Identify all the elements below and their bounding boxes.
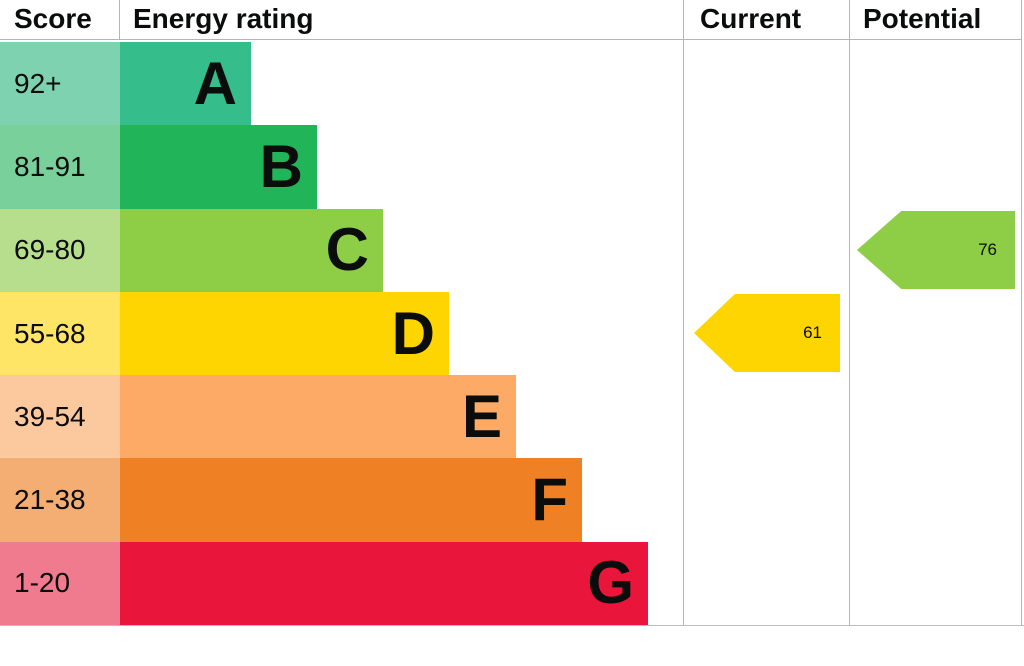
band-letter: F [531,466,568,534]
band-bar: G [120,541,648,626]
band-bar: D [120,291,449,376]
band-rows: 92+ A 81-91 B 69-80 C 55-68 D 39-54 E 21… [0,42,683,626]
band-letter: C [325,216,369,284]
potential-column-right-border [1021,0,1022,625]
band-letter: D [391,299,435,367]
band-score: 69-80 [0,208,120,292]
potential-value: 76 [978,240,997,259]
chart-bottom-border [0,625,1024,626]
band-bar: C [120,208,383,292]
chart-header: Score Energy rating Current Potential [0,0,1022,40]
potential-header: Potential [863,3,982,34]
current-marker: 61 [694,294,840,372]
band-letter: A [193,49,237,117]
band-score: 92+ [0,42,120,126]
band-row-e: 39-54 E [0,375,683,459]
band-letter: G [587,549,634,617]
band-score: 21-38 [0,458,120,542]
band-letter: B [259,132,303,200]
band-row-a: 92+ A [0,42,683,126]
current-header: Current [700,3,802,34]
band-bar: E [120,375,516,459]
score-header: Score [0,0,120,39]
band-score: 55-68 [0,291,120,376]
band-score: 1-20 [0,541,120,626]
band-bar: F [120,458,582,542]
band-row-b: 81-91 B [0,125,683,209]
band-bar: A [120,42,251,126]
potential-marker: 76 [857,211,1015,289]
band-score: 39-54 [0,375,120,459]
band-letter: E [461,382,502,450]
potential-column-left-border [849,0,850,625]
band-row-g: 1-20 G [0,541,683,626]
band-row-f: 21-38 F [0,458,683,542]
energy-rating-header: Energy rating [133,3,314,34]
current-column-left-border [683,0,684,625]
band-score: 81-91 [0,125,120,209]
band-row-c: 69-80 C [0,208,683,292]
band-row-d: 55-68 D [0,291,683,376]
band-bar: B [120,125,317,209]
current-value: 61 [803,323,822,342]
